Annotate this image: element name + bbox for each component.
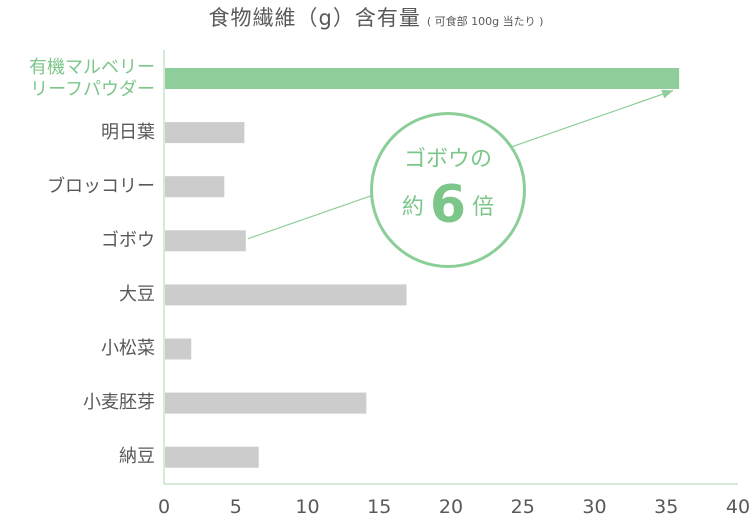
callout-multiplier: 6 — [429, 175, 467, 235]
category-label-line: リーフパウダー — [30, 78, 155, 100]
chart-title-sub: ( 可食部 100g 当たり ) — [426, 15, 544, 28]
x-tick-label: 20 — [438, 496, 464, 518]
callout-suffix: 倍 — [472, 195, 495, 220]
x-tick-label: 35 — [654, 496, 679, 518]
callout-line1: ゴボウの — [403, 147, 492, 172]
bar — [165, 338, 192, 360]
category-label: 有機マルベリー リーフパウダー — [29, 57, 155, 101]
chart-title: 食物繊維（g）含有量 ( 可食部 100g 当たり ) — [0, 2, 752, 32]
bar — [165, 446, 259, 468]
x-tick-label: 0 — [157, 496, 171, 518]
x-tick-label: 5 — [229, 496, 242, 518]
chart-title-main: 食物繊維（g）含有量 — [208, 6, 421, 30]
bar — [165, 176, 225, 198]
category-label: 小松菜 — [101, 338, 155, 359]
x-tick-label: 10 — [295, 496, 320, 518]
x-tick-label: 40 — [725, 496, 751, 518]
x-tick-label: 15 — [367, 496, 392, 518]
bar — [165, 392, 367, 414]
category-label: ブロッコリー — [47, 175, 155, 197]
bar-highlight — [165, 68, 680, 89]
callout-arrow-head — [661, 89, 674, 99]
callout-prefix: 約 — [401, 195, 424, 220]
bar — [165, 122, 245, 144]
category-label-line: 有機マルベリー — [29, 56, 155, 78]
bar — [165, 230, 246, 252]
category-label: 明日葉 — [101, 121, 155, 143]
category-label: 大豆 — [119, 283, 155, 305]
x-tick-label: 30 — [582, 496, 607, 518]
category-label: ゴボウ — [101, 229, 155, 251]
category-label: 小麦胚芽 — [83, 392, 155, 414]
bar — [165, 284, 407, 306]
category-label: 納豆 — [119, 446, 155, 468]
x-tick-label: 25 — [510, 496, 535, 518]
